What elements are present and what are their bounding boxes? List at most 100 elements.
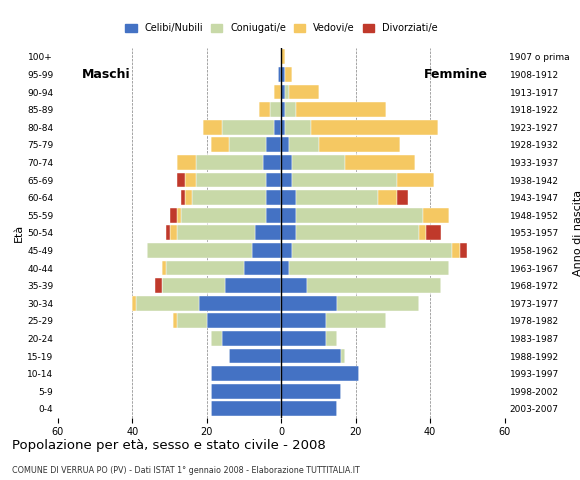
Bar [423, 208, 449, 223]
Bar [177, 225, 255, 240]
Bar [266, 190, 281, 205]
Bar [292, 172, 397, 188]
Bar [281, 137, 289, 152]
Y-axis label: Anno di nascita: Anno di nascita [573, 190, 580, 276]
Bar [263, 155, 281, 170]
Bar [211, 401, 281, 416]
Text: Maschi: Maschi [82, 68, 130, 81]
Bar [419, 225, 426, 240]
Bar [278, 67, 281, 82]
Bar [426, 225, 441, 240]
Bar [281, 190, 296, 205]
Bar [285, 84, 289, 99]
Legend: Celibi/Nubili, Coniugati/e, Vedovi/e, Divorziati/e: Celibi/Nubili, Coniugati/e, Vedovi/e, Di… [121, 20, 441, 37]
Bar [281, 261, 289, 276]
Bar [252, 243, 281, 258]
Bar [341, 348, 345, 363]
Bar [170, 208, 177, 223]
Bar [289, 137, 318, 152]
Bar [181, 208, 266, 223]
Bar [211, 137, 229, 152]
Bar [162, 261, 166, 276]
Bar [229, 348, 281, 363]
Bar [296, 208, 423, 223]
Bar [181, 190, 184, 205]
Bar [274, 120, 281, 135]
Bar [259, 102, 270, 117]
Bar [281, 348, 341, 363]
Bar [222, 331, 281, 346]
Bar [170, 225, 177, 240]
Bar [200, 296, 281, 311]
Bar [195, 155, 263, 170]
Text: COMUNE DI VERRUA PO (PV) - Dati ISTAT 1° gennaio 2008 - Elaborazione TUTTITALIA.: COMUNE DI VERRUA PO (PV) - Dati ISTAT 1°… [12, 466, 360, 475]
Bar [274, 84, 281, 99]
Bar [281, 243, 292, 258]
Bar [211, 331, 222, 346]
Bar [285, 102, 296, 117]
Bar [281, 102, 285, 117]
Bar [281, 366, 360, 381]
Bar [162, 278, 226, 293]
Bar [281, 278, 307, 293]
Bar [452, 243, 460, 258]
Bar [285, 67, 292, 82]
Y-axis label: Età: Età [14, 224, 24, 242]
Bar [266, 172, 281, 188]
Bar [281, 49, 285, 64]
Bar [177, 208, 181, 223]
Bar [397, 172, 434, 188]
Bar [192, 190, 266, 205]
Bar [281, 384, 341, 399]
Bar [211, 384, 281, 399]
Bar [337, 296, 419, 311]
Bar [184, 190, 192, 205]
Bar [289, 84, 318, 99]
Bar [132, 296, 136, 311]
Bar [147, 243, 252, 258]
Bar [281, 67, 285, 82]
Bar [166, 225, 169, 240]
Bar [296, 225, 419, 240]
Bar [155, 278, 162, 293]
Bar [177, 172, 184, 188]
Bar [281, 155, 292, 170]
Bar [292, 155, 345, 170]
Bar [281, 225, 296, 240]
Bar [266, 208, 281, 223]
Bar [289, 261, 449, 276]
Bar [244, 261, 281, 276]
Bar [203, 120, 222, 135]
Bar [281, 120, 285, 135]
Bar [285, 120, 311, 135]
Bar [296, 102, 386, 117]
Bar [173, 313, 177, 328]
Bar [281, 172, 292, 188]
Bar [195, 172, 266, 188]
Bar [281, 331, 326, 346]
Bar [281, 296, 337, 311]
Bar [211, 366, 281, 381]
Bar [281, 84, 285, 99]
Bar [177, 155, 195, 170]
Text: Femmine: Femmine [424, 68, 488, 81]
Bar [184, 172, 195, 188]
Bar [281, 401, 337, 416]
Bar [255, 225, 281, 240]
Bar [226, 278, 281, 293]
Bar [166, 261, 244, 276]
Bar [296, 190, 378, 205]
Bar [378, 190, 397, 205]
Bar [292, 243, 452, 258]
Bar [460, 243, 467, 258]
Bar [281, 313, 326, 328]
Bar [326, 313, 386, 328]
Bar [229, 137, 266, 152]
Bar [397, 190, 408, 205]
Bar [345, 155, 415, 170]
Bar [136, 296, 200, 311]
Bar [281, 208, 296, 223]
Bar [270, 102, 281, 117]
Bar [311, 120, 438, 135]
Bar [307, 278, 441, 293]
